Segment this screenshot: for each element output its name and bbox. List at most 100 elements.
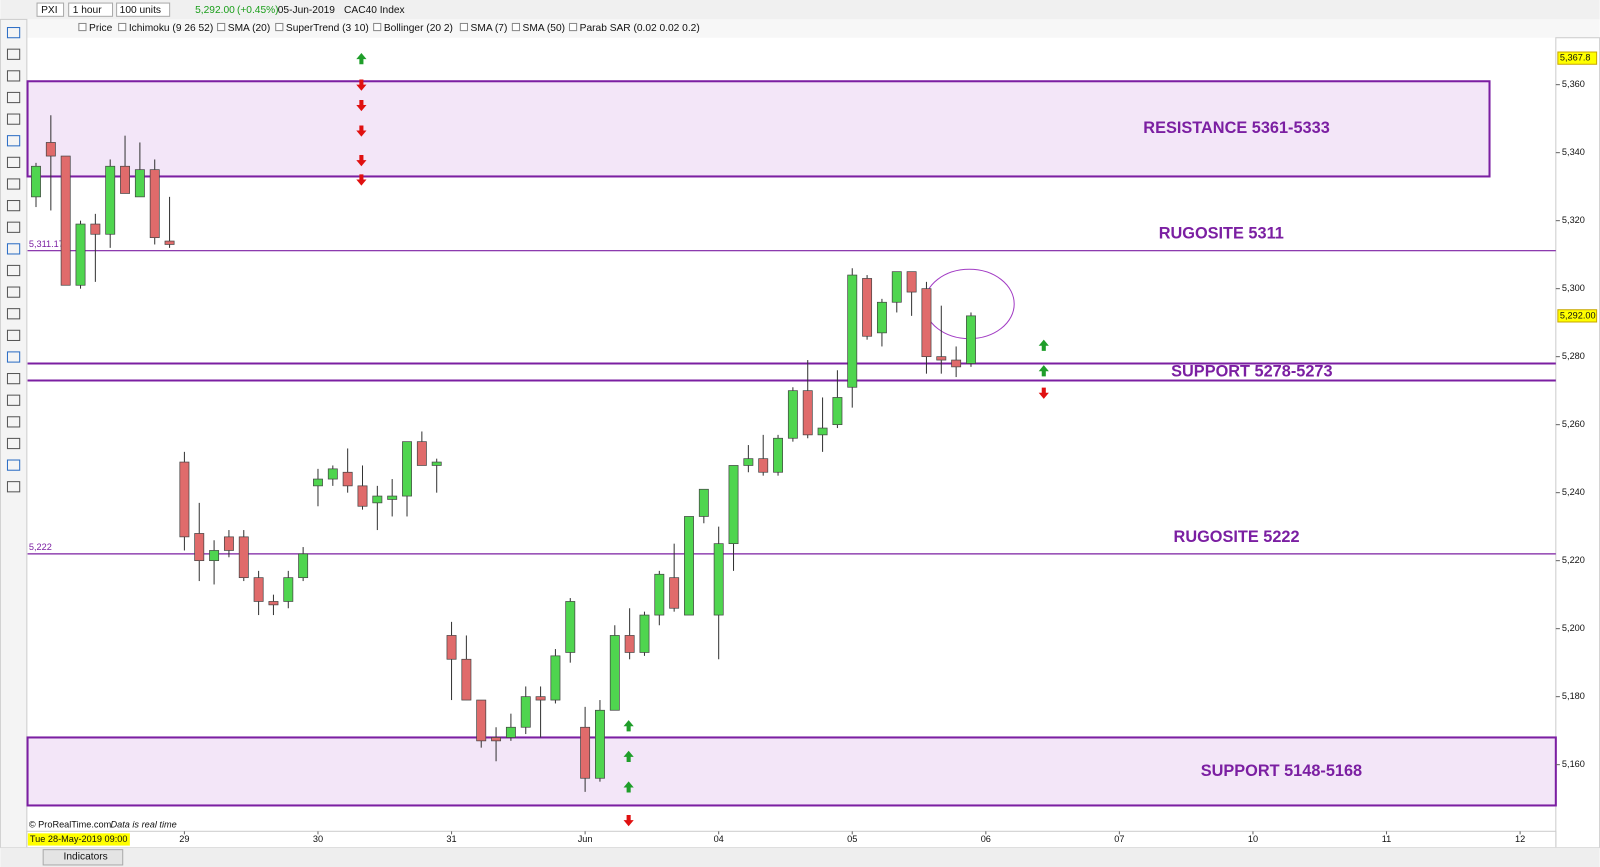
x-tick-label: 05: [847, 834, 857, 844]
indicator[interactable]: Price: [89, 23, 113, 34]
indicator[interactable]: Parab SAR (0.02 0.02 0.2): [580, 23, 700, 34]
candle-body: [847, 274, 858, 388]
tool-icon: [6, 308, 21, 320]
y-tick-label: 5,180: [1562, 691, 1585, 701]
signal-arrow: [356, 155, 367, 167]
candle-body: [921, 288, 932, 358]
tool-icon: [6, 329, 21, 341]
indicator-checkbox[interactable]: [217, 22, 226, 32]
level-zone: [26, 80, 1491, 178]
signal-arrow: [623, 750, 634, 762]
signal-arrow: [1038, 339, 1049, 351]
level-value-label: 5,222: [29, 542, 52, 552]
y-tick-label: 5,220: [1562, 555, 1585, 565]
candle-body: [105, 165, 116, 235]
candle-body: [461, 658, 472, 701]
price-tag-label: 5,367.8: [1560, 53, 1591, 63]
indicator-checkbox[interactable]: [373, 22, 382, 32]
tool-icon: [6, 113, 21, 125]
candle-body: [90, 223, 101, 235]
indicator[interactable]: SuperTrend (3 10): [286, 23, 369, 34]
instrument: CAC40 Index: [344, 5, 405, 16]
cursor-date: Tue 28-May-2019 09:00: [30, 834, 128, 844]
indicators-button[interactable]: [42, 849, 124, 866]
level-label: RESISTANCE 5361-5333: [1143, 119, 1329, 137]
signal-arrow: [356, 79, 367, 91]
price-tag-label: 5,292.00: [1560, 310, 1596, 320]
candle-body: [684, 516, 694, 616]
indicators-label[interactable]: Indicators: [64, 851, 108, 862]
x-tick-label: 10: [1248, 834, 1258, 844]
y-tick-label: 5,320: [1562, 215, 1585, 225]
candle-body: [357, 485, 368, 507]
tool-icon: [6, 373, 21, 385]
candle-body: [906, 271, 917, 293]
y-tick-label: 5,360: [1562, 79, 1585, 89]
tool-icon: [6, 351, 21, 363]
candle-body: [120, 165, 130, 194]
y-tick-label: 5,340: [1562, 147, 1585, 157]
candle-body: [951, 359, 962, 368]
tool-icon: [6, 459, 21, 471]
candle-body: [728, 465, 739, 545]
signal-arrow: [1038, 365, 1049, 377]
candle-body: [45, 142, 56, 157]
tool-icon: [6, 91, 21, 104]
tool-icon: [6, 135, 21, 147]
candle-body: [876, 301, 887, 334]
indicator-checkbox[interactable]: [275, 22, 284, 32]
x-tick-label: 29: [179, 834, 189, 844]
indicator-checkbox[interactable]: [568, 22, 578, 32]
y-tick-label: 5,300: [1562, 283, 1585, 293]
symbol-box[interactable]: [36, 2, 65, 17]
candle-body: [698, 488, 709, 517]
tool-icon: [6, 221, 21, 233]
indicator-checkbox[interactable]: [78, 22, 87, 32]
candle-body: [654, 573, 665, 616]
candle-body: [342, 471, 353, 487]
indicator[interactable]: Bollinger (20 2): [384, 23, 453, 34]
signal-arrow: [1038, 387, 1049, 399]
tool-icon: [6, 243, 21, 255]
candle-body: [313, 478, 323, 487]
candle-body: [416, 441, 427, 466]
indicator[interactable]: SMA (20): [228, 23, 270, 34]
candle-body: [773, 437, 783, 473]
indicator[interactable]: SMA (7): [471, 23, 508, 34]
candle-body: [327, 468, 338, 480]
timeframe-box[interactable]: [68, 2, 114, 17]
left-toolbar: [0, 18, 28, 849]
candle-body: [639, 614, 650, 653]
price-axis: [1555, 37, 1600, 849]
units[interactable]: 100 units: [120, 5, 161, 16]
tool-icon: [6, 27, 21, 39]
symbol[interactable]: PXI: [41, 5, 57, 16]
candle-body: [134, 169, 145, 198]
candle-body: [787, 390, 798, 439]
candle-body: [550, 655, 561, 701]
indicator-checkbox[interactable]: [118, 22, 127, 32]
candle-body: [862, 278, 873, 337]
candle-body: [520, 696, 531, 728]
indicator[interactable]: Ichimoku (9 26 52): [129, 23, 213, 34]
signal-arrow: [623, 814, 634, 827]
indicator-checkbox[interactable]: [511, 22, 521, 32]
x-tick-label: 04: [714, 834, 724, 844]
signal-arrow: [623, 720, 634, 732]
timeframe[interactable]: 1 hour: [73, 5, 102, 16]
y-tick-label: 5,280: [1562, 351, 1585, 361]
indicator-checkbox[interactable]: [459, 22, 468, 32]
candle-body: [580, 726, 591, 779]
tool-icon: [6, 437, 21, 450]
x-tick-label: 06: [981, 834, 991, 844]
tool-icon: [6, 264, 21, 277]
candle-body: [209, 550, 220, 562]
top-toolbar: [0, 0, 1600, 20]
candle-body: [758, 458, 769, 473]
candle-body: [476, 699, 487, 742]
indicator[interactable]: SMA (50): [523, 23, 565, 34]
candle-body: [891, 271, 902, 303]
units-box[interactable]: [116, 2, 171, 17]
candle-body: [31, 165, 41, 198]
